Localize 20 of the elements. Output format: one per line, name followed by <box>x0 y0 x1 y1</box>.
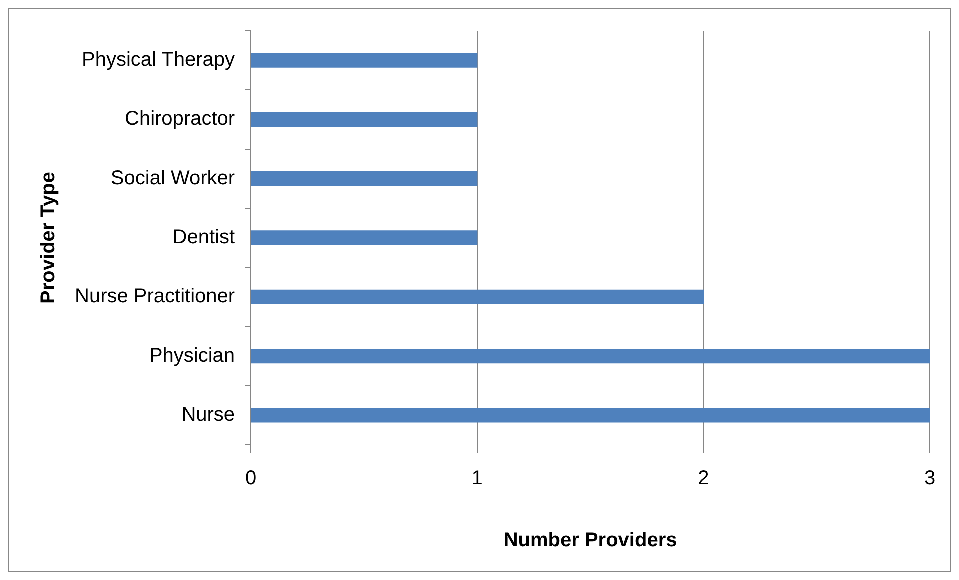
bar <box>251 290 704 304</box>
x-tick-label: 2 <box>698 468 710 490</box>
y-tick-label: Physician <box>149 344 236 367</box>
y-axis-title: Provider Type <box>38 172 60 304</box>
bar <box>251 53 478 68</box>
y-tick-label: Chiropractor <box>125 108 236 130</box>
bar <box>251 408 930 423</box>
bar <box>251 172 478 186</box>
y-tick-label: Social Worker <box>110 167 236 190</box>
bar <box>251 112 478 128</box>
y-tick-label: Nurse Practitioner <box>74 286 236 308</box>
x-tick-label: 1 <box>472 468 483 490</box>
y-tick-label: Dentist <box>172 226 236 249</box>
bar <box>251 230 478 246</box>
x-tick-label: 3 <box>924 468 936 490</box>
bar <box>251 348 930 364</box>
x-axis-title: Number Providers <box>504 530 678 552</box>
x-tick-label: 0 <box>245 468 257 490</box>
y-tick-label: Physical Therapy <box>82 49 236 72</box>
y-tick-label: Nurse <box>182 404 236 426</box>
